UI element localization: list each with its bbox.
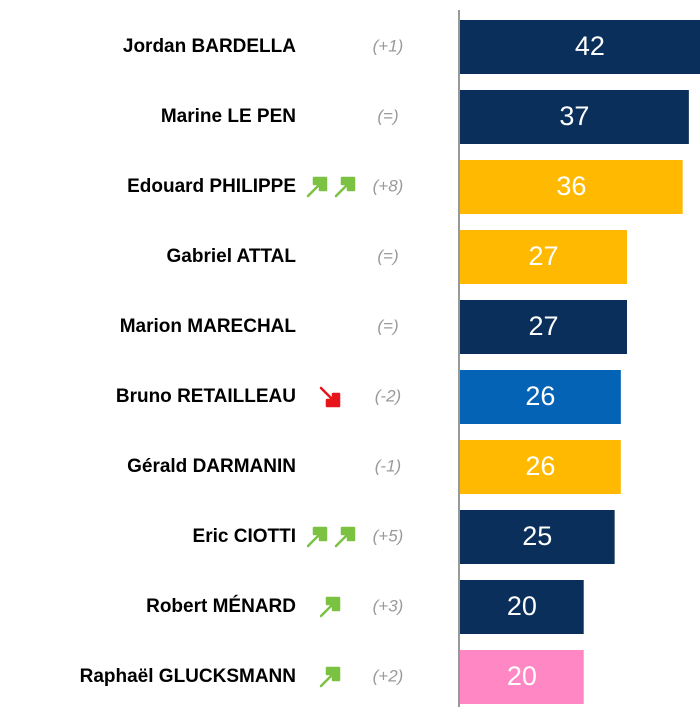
value-label: 27	[528, 311, 558, 341]
value-label: 27	[528, 241, 558, 271]
bar	[460, 160, 683, 214]
category-label: Raphaël GLUCKSMANN	[80, 666, 296, 687]
trend-arrow	[306, 176, 328, 198]
bar	[460, 90, 689, 144]
change-label: (+1)	[373, 36, 404, 55]
bar	[460, 300, 628, 354]
change-label: (+8)	[373, 176, 404, 195]
trend-arrow	[334, 176, 356, 198]
value-label: 26	[525, 381, 555, 411]
category-label: Bruno RETAILLEAU	[116, 386, 296, 407]
change-label: (=)	[377, 316, 398, 335]
change-label: (=)	[377, 106, 398, 125]
category-label: Marion MARECHAL	[120, 316, 297, 337]
change-label: (+3)	[373, 596, 404, 615]
trend-arrow	[319, 386, 341, 408]
bar	[460, 440, 621, 494]
category-label: Gabriel ATTAL	[167, 246, 297, 267]
bar	[460, 20, 700, 74]
trend-arrow	[334, 526, 356, 548]
category-label: Marine LE PEN	[161, 106, 296, 127]
change-label: (+2)	[373, 666, 404, 685]
value-label: 36	[556, 171, 586, 201]
change-label: (+5)	[373, 526, 404, 545]
category-label: Edouard PHILIPPE	[127, 176, 296, 197]
bar	[460, 650, 584, 704]
category-label: Jordan BARDELLA	[123, 36, 296, 57]
category-label: Robert MÉNARD	[146, 595, 296, 617]
trend-arrow	[306, 526, 328, 548]
value-label: 20	[507, 591, 537, 621]
value-label: 20	[507, 661, 537, 691]
change-label: (=)	[377, 246, 398, 265]
bar	[460, 580, 584, 634]
bar	[460, 510, 615, 564]
trend-arrow	[319, 596, 341, 618]
value-label: 42	[575, 31, 605, 61]
change-label: (-1)	[375, 456, 401, 475]
value-label: 26	[525, 451, 555, 481]
value-label: 25	[522, 521, 552, 551]
bar	[460, 370, 621, 424]
bar	[460, 230, 628, 284]
category-label: Gérald DARMANIN	[127, 456, 296, 477]
change-label: (-2)	[375, 386, 401, 405]
trend-arrow	[319, 666, 341, 688]
value-label: 37	[559, 101, 589, 131]
category-label: Eric CIOTTI	[193, 526, 296, 547]
